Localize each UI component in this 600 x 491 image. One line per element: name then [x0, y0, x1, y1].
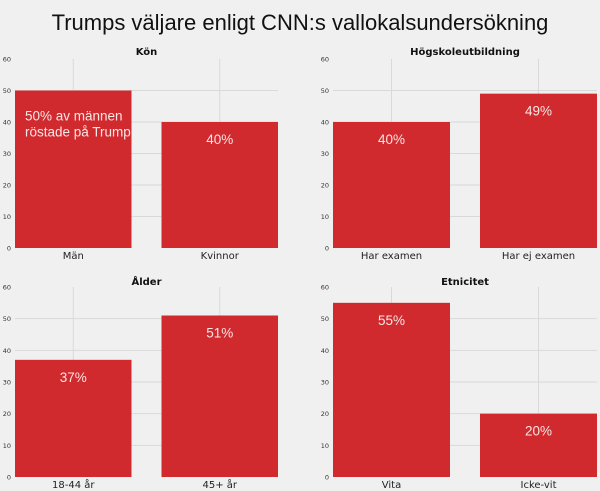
y-tick-label: 30: [3, 150, 11, 158]
panel-alder: 0 10 20 30 40 50 60 37% 51% 18-44 år 45+ år Ålder: [3, 275, 278, 491]
y-tick-label: 40: [3, 347, 11, 355]
y-tick-label: 10: [3, 213, 11, 221]
y-tick-label: 30: [321, 150, 329, 158]
x-tick-label: 18-44 år: [52, 478, 95, 491]
bar-18-44-ar: [15, 359, 132, 477]
panel-title: Högskoleutbildning: [410, 47, 520, 58]
y-tick-label: 0: [7, 245, 11, 253]
data-label: 40%: [378, 132, 405, 147]
bar-kvinnor: [161, 122, 278, 248]
y-tick-label: 20: [321, 182, 329, 190]
bar-man: [15, 90, 132, 248]
data-label: 20%: [525, 424, 552, 439]
y-tick-label: 40: [321, 119, 329, 127]
y-tick-label: 60: [321, 56, 329, 64]
bar-har-ej-examen: [480, 93, 597, 249]
x-tick-label: Har examen: [361, 251, 422, 262]
y-tick-label: 10: [321, 442, 329, 450]
x-tick-label: Vita: [382, 480, 401, 491]
bar-icke-vit: [480, 413, 597, 477]
y-tick-label: 20: [321, 410, 329, 418]
panel-hogskoleutbildning: 0 10 20 30 40 50 60 40% 49% Har examen Har ej exam…: [321, 47, 597, 262]
x-tick-label: 45+ år: [202, 478, 237, 491]
panel-title: Kön: [136, 47, 158, 58]
data-label: 40%: [206, 132, 233, 147]
data-label: 49%: [525, 104, 552, 119]
y-tick-label: 50: [3, 87, 11, 95]
y-tick-label: 50: [3, 315, 11, 323]
y-tick-label: 60: [3, 284, 11, 292]
x-tick-label: Har ej examen: [502, 251, 575, 262]
y-tick-label: 30: [321, 379, 329, 387]
data-label: 51%: [206, 326, 233, 341]
y-tick-label: 40: [321, 347, 329, 355]
data-label: 55%: [378, 313, 405, 328]
y-tick-label: 0: [325, 474, 329, 482]
bar-har-examen: [333, 122, 450, 248]
data-label: 50% av männen: [25, 109, 123, 124]
y-tick-label: 10: [321, 213, 329, 221]
bar-45-ar: [161, 315, 278, 477]
y-tick-label: 40: [3, 119, 11, 127]
y-tick-label: 20: [3, 410, 11, 418]
panel-title: Etnicitet: [441, 277, 489, 288]
x-tick-label: Kvinnor: [201, 251, 240, 262]
y-tick-label: 20: [3, 182, 11, 190]
data-label: 37%: [60, 370, 87, 385]
x-tick-label: Icke-vit: [521, 480, 557, 491]
y-tick-label: 50: [321, 315, 329, 323]
data-label: röstade på Trump: [25, 125, 131, 140]
y-tick-label: 30: [3, 379, 11, 387]
chart-title: Trumps väljare enligt CNN:s vallokalsund…: [51, 10, 549, 35]
x-tick-label: Män: [63, 251, 84, 262]
y-tick-label: 60: [3, 56, 11, 64]
panel-etnicitet: 0 10 20 30 40 50 60 55% 20% Vita Icke-vit Etnicitet: [321, 277, 597, 491]
y-tick-label: 0: [325, 245, 329, 253]
bar-vita: [333, 302, 450, 477]
y-tick-label: 60: [321, 284, 329, 292]
y-tick-label: 50: [321, 87, 329, 95]
y-tick-label: 10: [3, 442, 11, 450]
panel-title: Ålder: [131, 275, 161, 288]
y-tick-label: 0: [7, 474, 11, 482]
